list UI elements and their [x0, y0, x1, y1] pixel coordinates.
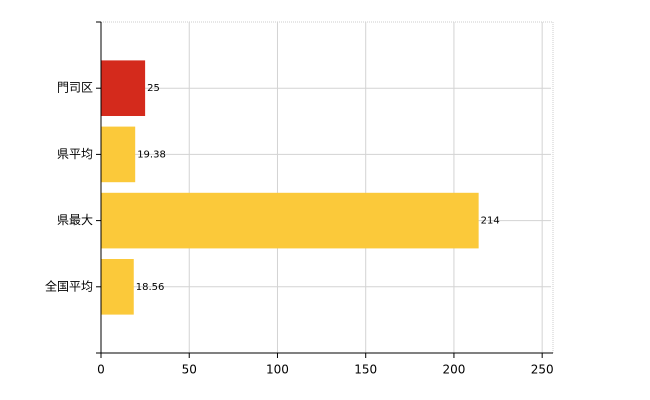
x-tick-label: 0 — [97, 363, 105, 377]
x-tick-label: 250 — [531, 363, 554, 377]
bar — [101, 60, 146, 117]
y-tick-label: 県平均 — [57, 147, 93, 161]
y-tick-label: 門司区 — [57, 81, 93, 95]
x-tick-label: 50 — [182, 363, 197, 377]
y-tick-label: 県最大 — [57, 213, 93, 227]
x-tick-label: 200 — [442, 363, 465, 377]
bar — [101, 192, 479, 249]
value-label: 25 — [147, 83, 160, 94]
bar — [101, 126, 136, 183]
x-tick-label: 100 — [266, 363, 289, 377]
value-label: 214 — [481, 216, 500, 227]
bar — [101, 258, 134, 315]
value-label: 19.38 — [137, 149, 166, 160]
value-label: 18.56 — [136, 282, 165, 293]
y-tick-label: 全国平均 — [45, 278, 93, 293]
x-tick-label: 150 — [354, 363, 377, 377]
